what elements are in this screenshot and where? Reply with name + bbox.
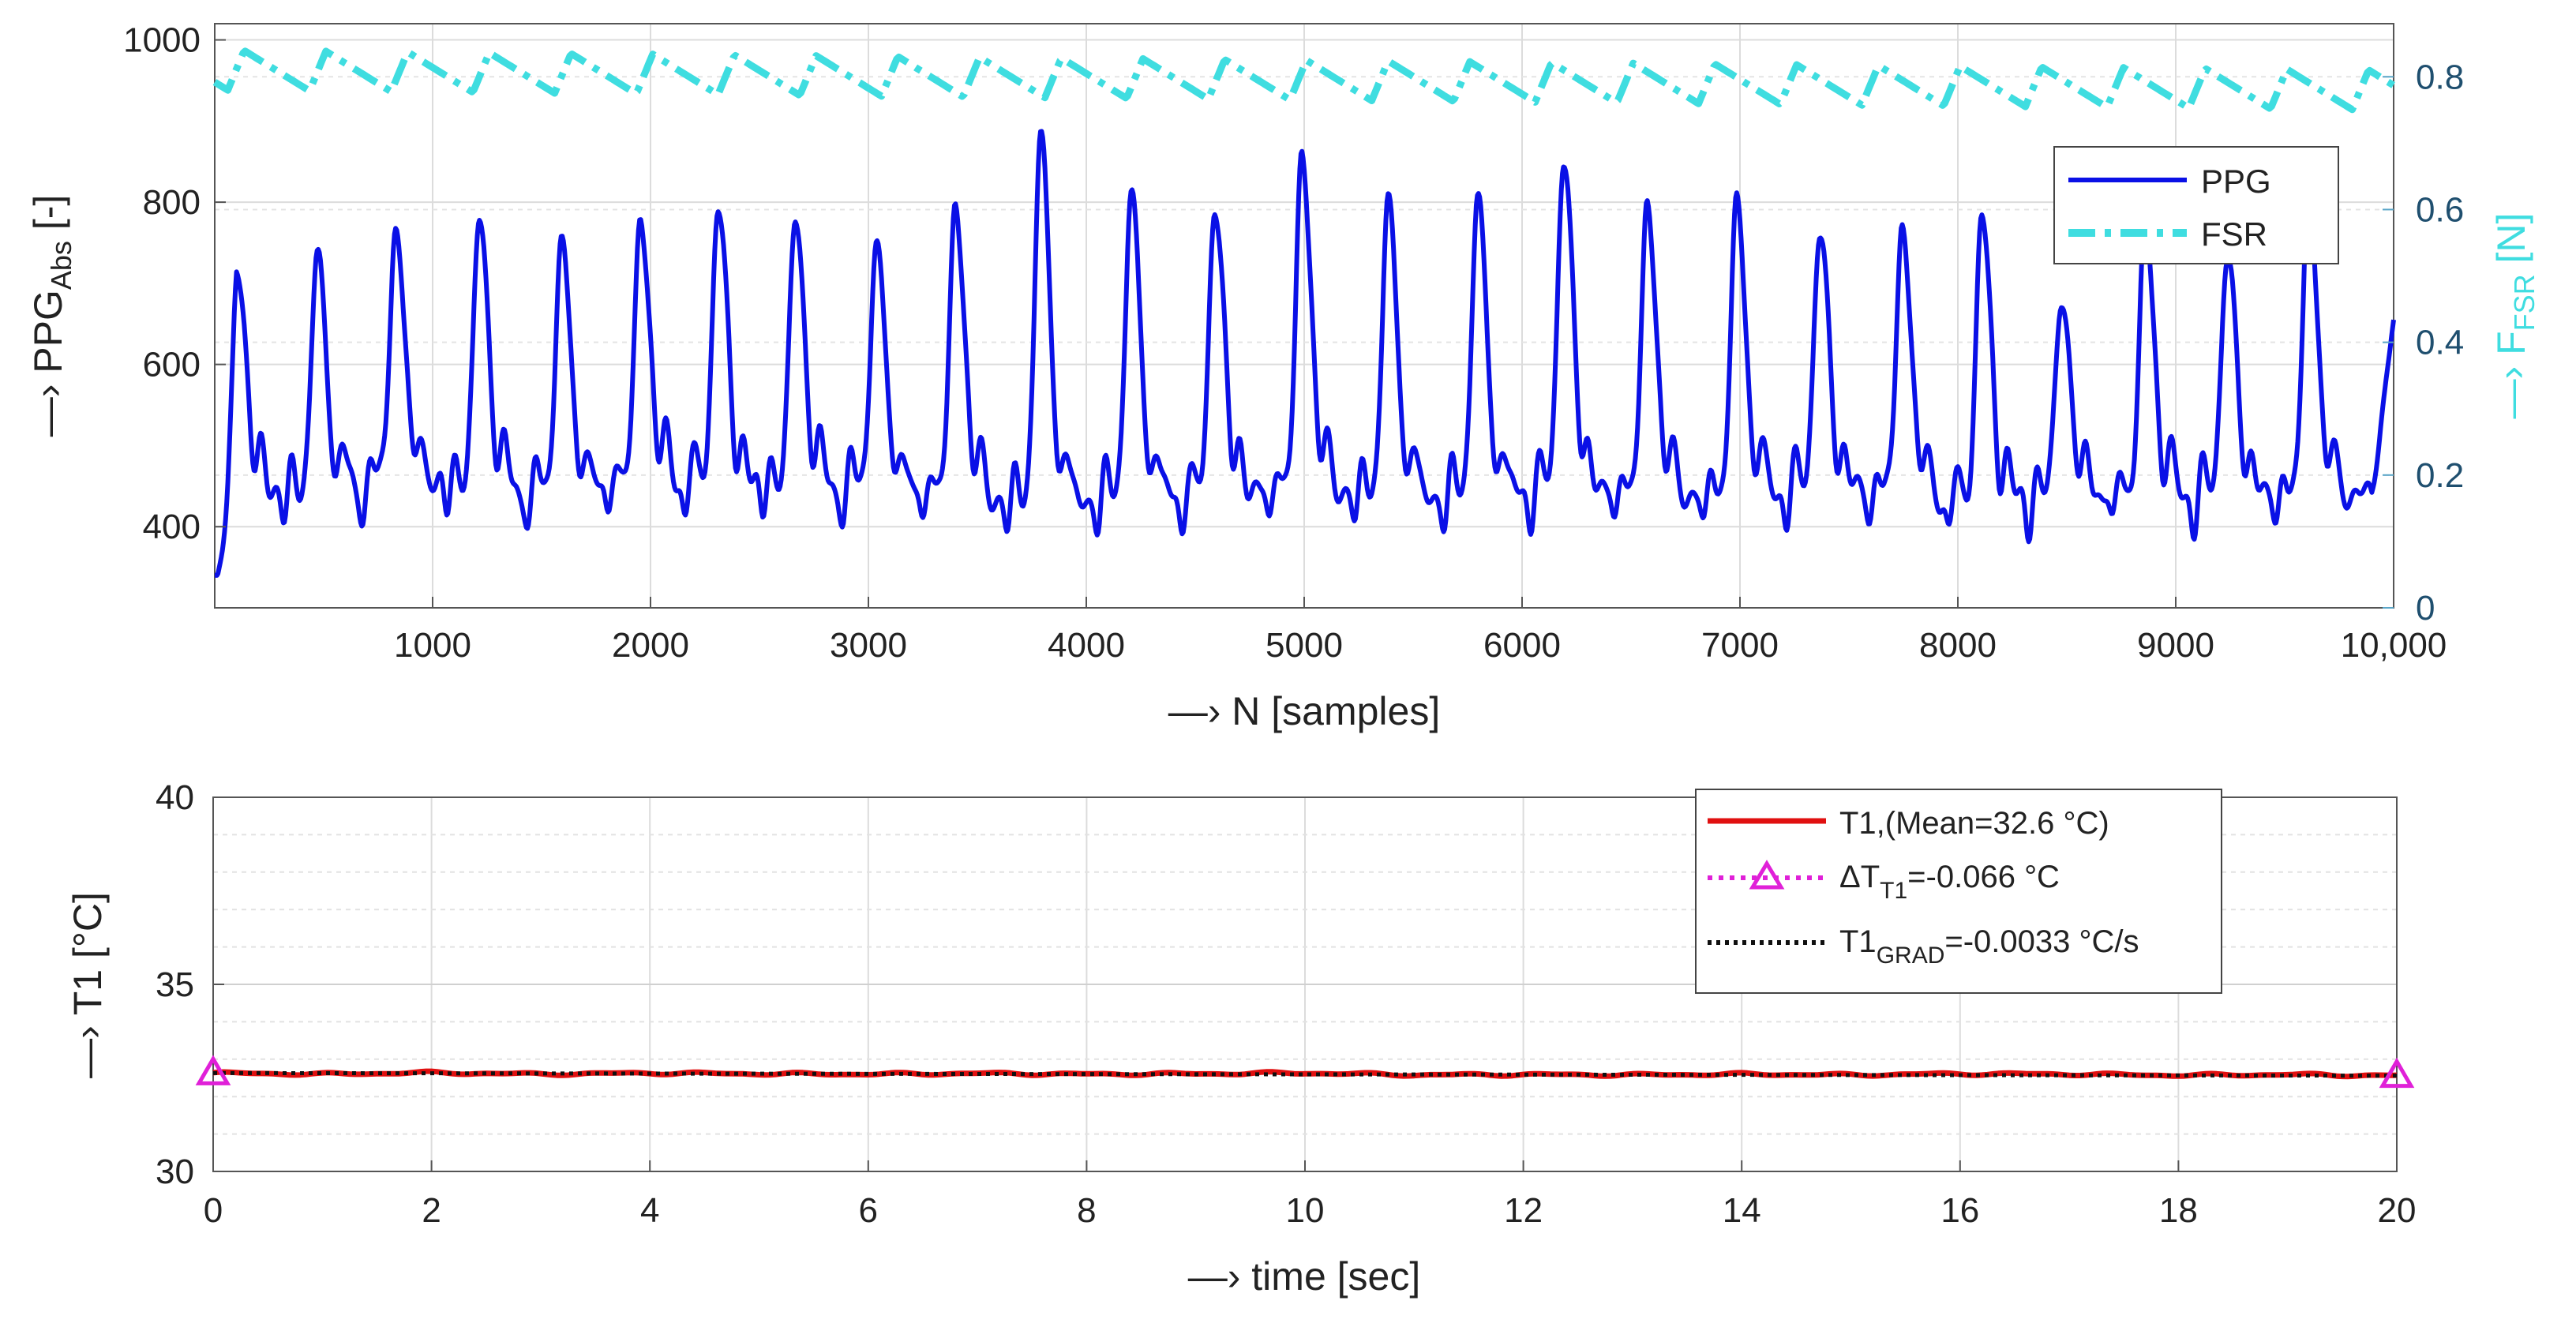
bottom-x-tick-label: 10 [1286, 1191, 1325, 1230]
bottom-x-tick-label: 16 [1940, 1191, 1979, 1230]
top-y-axis-label-left: —› PPGAbs [-] [26, 195, 77, 437]
bottom-x-tick-label: 4 [640, 1191, 659, 1230]
legend-t1-label: T1,(Mean=32.6 °C) [1839, 806, 2109, 841]
bottom-x-tick-label: 2 [422, 1191, 441, 1230]
top-y-left-tick-label: 800 [143, 183, 201, 222]
top-series-group [212, 47, 2396, 578]
bottom-legend: T1,(Mean=32.6 °C) ΔTT1=-0.066 °C T1GRAD=… [1695, 789, 2222, 994]
bottom-x-tick-label: 0 [204, 1191, 223, 1230]
bottom-x-tick-label: 8 [1077, 1191, 1096, 1230]
top-y-axis-label-right: —› FFSR [N] [2489, 213, 2540, 419]
t1-series-line [212, 1068, 2398, 1080]
bottom-x-axis-label: —› time [sec] [1188, 1254, 1420, 1299]
fsr-series-line [212, 47, 2396, 114]
top-y-ticks-left: 400 600 800 1000 [123, 21, 226, 546]
bottom-x-tick-label: 20 [2378, 1191, 2417, 1230]
top-x-axis-label: —› N [samples] [1168, 689, 1441, 733]
bottom-x-tick-label: 14 [1723, 1191, 1761, 1230]
top-x-tick-label: 4000 [1048, 626, 1125, 665]
top-y-right-tick-label: 0.6 [2416, 190, 2464, 229]
top-y-ticks-right: 0 0.2 0.4 0.6 0.8 [2383, 58, 2464, 628]
top-x-tick-label: 8000 [1919, 626, 1997, 665]
top-y-right-tick-label: 0.4 [2416, 324, 2464, 362]
top-x-tick-label: 5000 [1266, 626, 1343, 665]
bottom-y-ticks: 30 35 40 [156, 778, 224, 1191]
top-x-tick-label: 10,000 [2341, 626, 2447, 665]
top-x-tick-label: 1000 [394, 626, 471, 665]
temperature-plot: 0 2 4 6 8 10 12 14 16 18 20 30 35 40 —› time [sec] —… [66, 778, 2416, 1299]
ppg-series-line [213, 129, 2396, 578]
bottom-x-tick-label: 6 [859, 1191, 878, 1230]
top-x-ticks: 1000 2000 3000 4000 5000 6000 7000 8000 9000 10,0… [394, 597, 2447, 665]
top-y-left-tick-label: 400 [143, 508, 201, 546]
bottom-x-ticks: 0 2 4 6 8 10 12 14 16 18 20 [204, 1160, 2417, 1230]
top-x-tick-label: 9000 [2137, 626, 2214, 665]
bottom-x-tick-label: 12 [1504, 1191, 1543, 1230]
bottom-series-group [195, 1055, 2415, 1089]
bottom-y-tick-label: 35 [156, 965, 194, 1004]
top-y-right-tick-label: 0.8 [2416, 58, 2464, 96]
legend-delta-triangle-icon [1749, 860, 1785, 890]
top-y-right-tick-label: 0 [2416, 589, 2435, 628]
top-legend: PPG FSR [2053, 146, 2339, 264]
top-y-left-tick-label: 600 [143, 346, 201, 384]
legend-delta-label: ΔTT1=-0.066 °C [1839, 860, 2060, 904]
bottom-x-tick-label: 18 [2159, 1191, 2198, 1230]
delta-triangle-marker [195, 1055, 231, 1085]
bottom-y-axis-label: —› T1 [°C] [66, 892, 110, 1078]
top-y-left-tick-label: 1000 [123, 21, 201, 60]
bottom-y-tick-label: 30 [156, 1152, 194, 1191]
ppg-fsr-plot: 1000 2000 3000 4000 5000 6000 7000 8000 9000 10,0… [26, 21, 2540, 733]
top-x-tick-label: 2000 [612, 626, 689, 665]
top-x-tick-label: 7000 [1701, 626, 1779, 665]
bottom-y-tick-label: 40 [156, 778, 194, 817]
top-x-tick-label: 3000 [830, 626, 907, 665]
top-x-tick-label: 6000 [1483, 626, 1561, 665]
legend-ppg-label: PPG [2201, 163, 2271, 200]
legend-grad-label: T1GRAD=-0.0033 °C/s [1839, 924, 2139, 969]
top-y-right-tick-label: 0.2 [2416, 456, 2464, 495]
top-legend-box [2053, 146, 2339, 264]
legend-fsr-label: FSR [2201, 216, 2267, 253]
delta-triangle-marker [2379, 1057, 2415, 1089]
